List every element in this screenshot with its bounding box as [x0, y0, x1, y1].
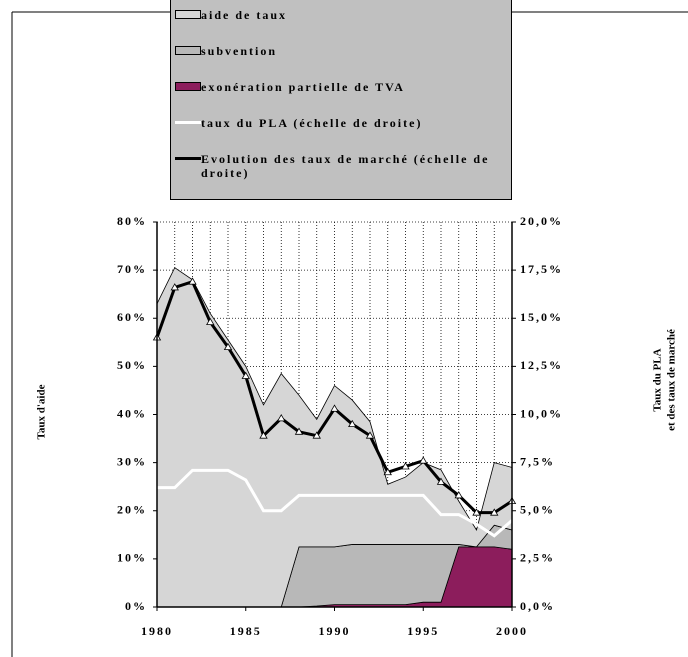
- y-tick-label: 40%: [117, 406, 147, 420]
- legend-entry: taux du PLA (échelle de droite): [175, 116, 511, 144]
- marker: [188, 277, 197, 285]
- x-tick-label: 1990: [319, 624, 351, 638]
- legend-swatch: [175, 121, 201, 124]
- y2-tick-label: 15,0%: [520, 310, 563, 324]
- x-tick-label: 1995: [407, 624, 439, 638]
- marker: [259, 431, 268, 439]
- marker: [170, 283, 179, 291]
- legend-swatch: [175, 82, 201, 91]
- marker: [330, 404, 339, 412]
- marker: [294, 427, 304, 435]
- y2-tick-label: 0,0%: [520, 599, 555, 613]
- y-tick-label: 0%: [125, 599, 147, 613]
- legend-entry: Evolution des taux de marché (échelle de…: [175, 152, 511, 180]
- legend-label: aide de taux: [201, 8, 288, 22]
- marker: [454, 491, 463, 499]
- y2-tick-label: 12,5%: [520, 358, 563, 372]
- y2-tick-label: 5,0%: [520, 503, 555, 517]
- y-tick-label: 50%: [117, 358, 147, 372]
- legend-swatch: [175, 10, 201, 19]
- y-tick-label: 60%: [117, 310, 147, 324]
- marker: [277, 414, 286, 422]
- y-tick-label: 80%: [117, 214, 147, 228]
- y2-tick-label: 7,5%: [520, 454, 555, 468]
- legend-entry: exonération partielle de TVA: [175, 80, 511, 108]
- y-tick-label: 10%: [117, 551, 147, 565]
- marker: [383, 467, 392, 476]
- y2-tick-label: 10,0%: [520, 406, 563, 420]
- legend-swatch: [175, 157, 201, 160]
- x-tick-label: 1985: [230, 624, 262, 638]
- marker: [419, 456, 428, 464]
- y2-tick-label: 17,5%: [520, 262, 563, 276]
- marker: [312, 431, 321, 439]
- legend-swatch: [175, 46, 201, 55]
- marker: [348, 419, 357, 428]
- x-tick-label: 2000: [496, 624, 528, 638]
- legend-label: Evolution des taux de marché (échelle de…: [201, 152, 490, 180]
- legend-entry: subvention: [175, 44, 511, 72]
- y-tick-label: 20%: [117, 503, 147, 517]
- legend: aide de taux subvention exonération partie…: [170, 0, 512, 200]
- y2-tick-label: 2,5%: [520, 551, 555, 565]
- y-tick-label: 30%: [117, 454, 147, 468]
- marker: [436, 477, 446, 485]
- marker: [401, 462, 410, 470]
- legend-label: taux du PLA (échelle de droite): [201, 116, 423, 130]
- marker: [223, 342, 233, 351]
- y2-tick-label: 20,0%: [520, 214, 563, 228]
- legend-label: subvention: [201, 44, 278, 58]
- y2-axis-title: et des taux de marché: [666, 329, 678, 431]
- y2-axis-title: Taux du PLA: [652, 348, 664, 411]
- marker: [490, 508, 499, 516]
- legend-label: exonération partielle de TVA: [201, 80, 405, 94]
- legend-entry: aide de taux: [175, 8, 511, 36]
- x-tick-label: 1980: [141, 624, 173, 638]
- marker: [241, 371, 250, 379]
- marker: [206, 317, 215, 326]
- y-tick-label: 70%: [117, 262, 147, 276]
- marker: [365, 431, 375, 439]
- marker: [472, 508, 481, 516]
- y-axis-title: Taux d'aide: [36, 384, 48, 439]
- line: [157, 468, 513, 538]
